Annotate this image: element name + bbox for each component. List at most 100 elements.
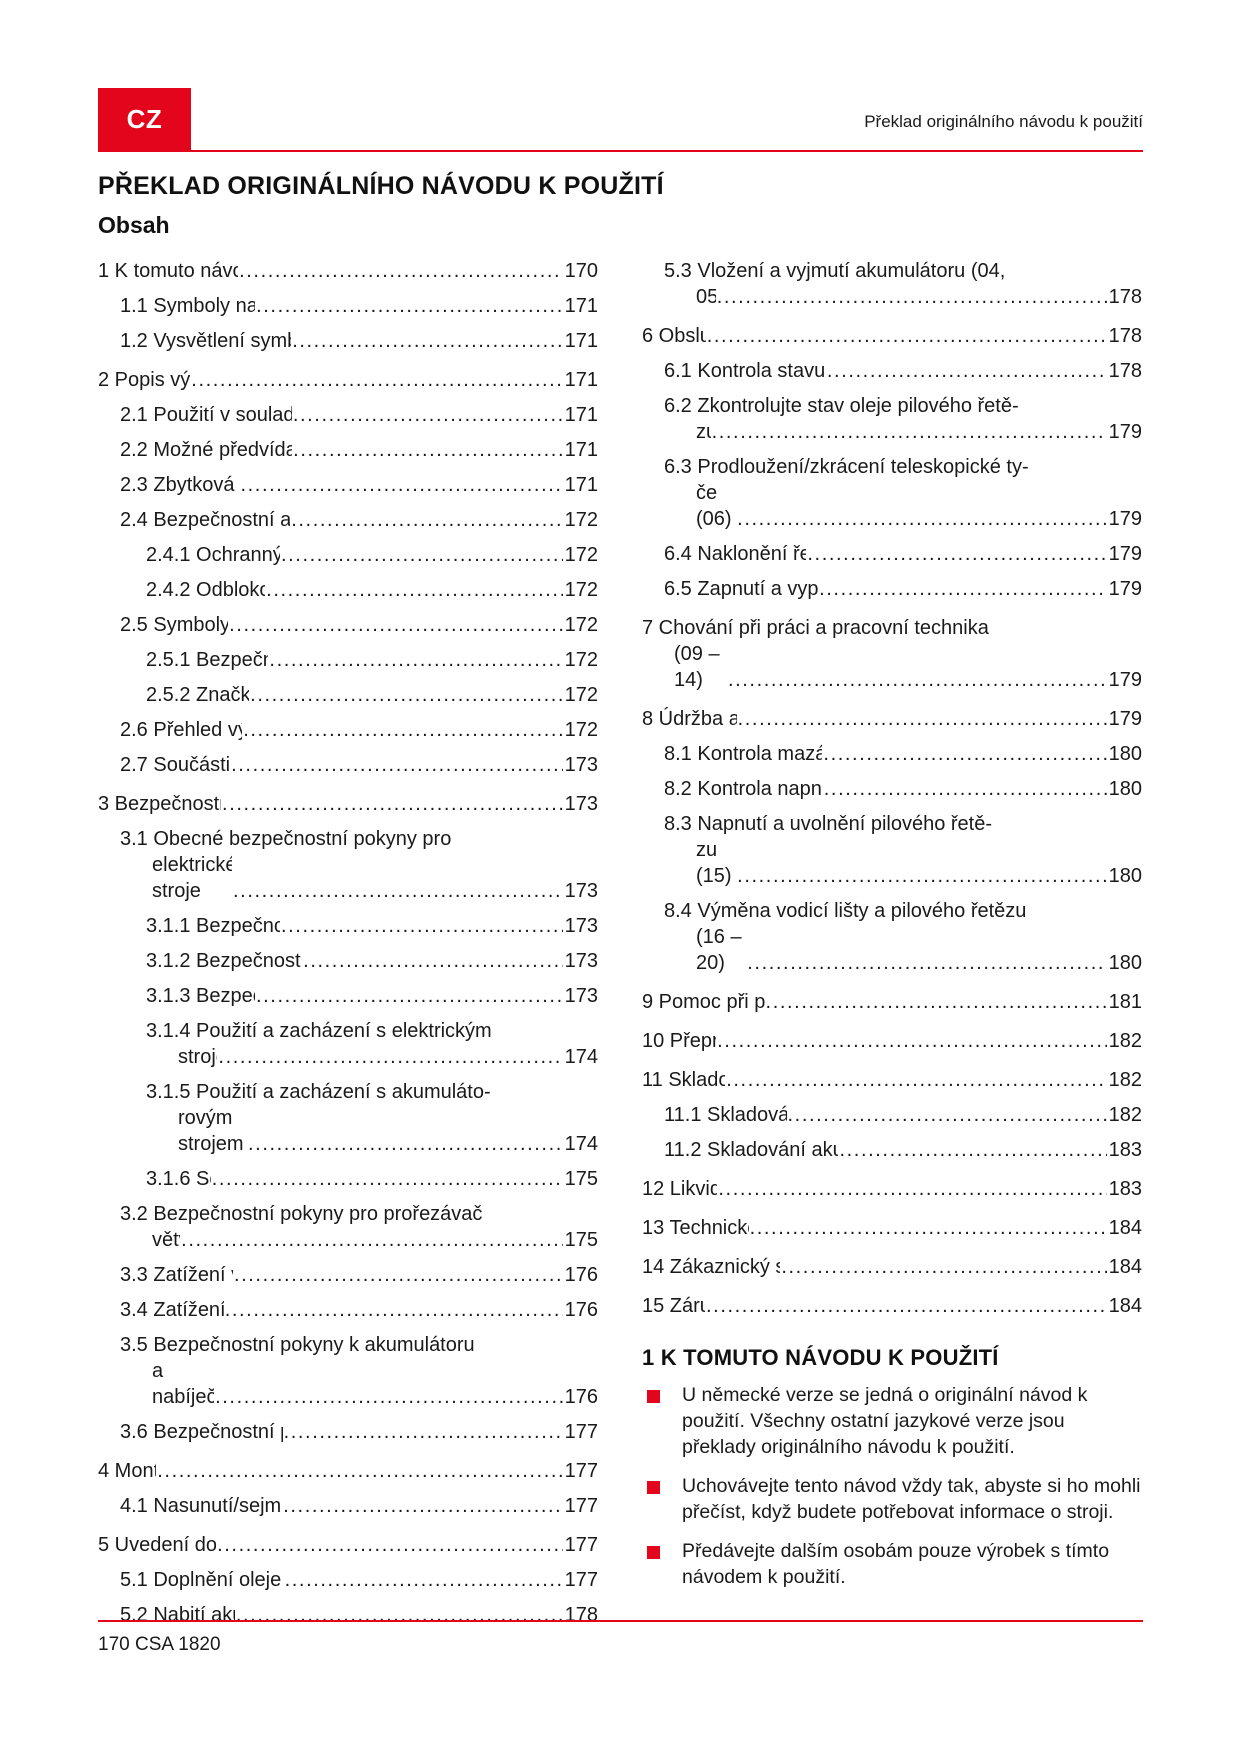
toc-entry[interactable]: 13 Technické údaje......................…: [642, 1215, 1142, 1241]
toc-entry-label: 6.5 Zapnutí a vypnutí přístroje (08): [664, 578, 819, 600]
toc-entry-label: 3.1.3 Bezpečnost osob: [146, 985, 255, 1007]
toc-entry[interactable]: 3.4 Zatížení hlukem.....................…: [98, 1297, 598, 1323]
toc-entry[interactable]: 2 Popis výrobku.........................…: [98, 367, 598, 393]
toc-entry[interactable]: 8 Údržba a péče.........................…: [642, 706, 1142, 732]
toc-leader-dots: ........................................…: [716, 286, 1107, 308]
toc-entry[interactable]: 3.1.1 Bezpečnost na pracovišti..........…: [98, 913, 598, 939]
toc-column-right: 5.3 Vložení a vyjmutí akumulátoru (04, 05…: [642, 258, 1142, 1608]
toc-entry[interactable]: 5.1 Doplnění oleje na pilový řetěz (03).…: [98, 1567, 598, 1593]
toc-entry[interactable]: 2.5.1 Bezpečnostní značky...............…: [98, 647, 598, 673]
toc-entry[interactable]: 2.2 Možné předvídatelné chybné použití .…: [98, 437, 598, 463]
toc-entry[interactable]: 3.1.4 Použití a zacházení s elektrickým s…: [98, 1018, 598, 1070]
toc-entry-label: 3.6 Bezpečnostní pokyny pro obsluhu: [120, 1421, 283, 1443]
toc-entry-label: 2.7 Součásti dodávky: [120, 754, 231, 776]
toc-page-number: 173: [564, 880, 598, 902]
toc-leader-dots: ........................................…: [283, 1495, 563, 1517]
toc-page-number: 171: [564, 439, 598, 461]
toc-page-number: 182: [1108, 1069, 1142, 1091]
toc-entry[interactable]: 5.3 Vložení a vyjmutí akumulátoru (04, 05…: [642, 258, 1142, 310]
toc-entry[interactable]: 14 Zákaznický servis/servis.............…: [642, 1254, 1142, 1280]
toc-entry[interactable]: 3.1.3 Bezpečnost osob...................…: [98, 983, 598, 1009]
toc-entry-continuation: větví...................................…: [120, 1227, 598, 1253]
toc-entry-label-tail: (16 – 20): [696, 926, 742, 974]
toc-entry[interactable]: 3.1.6 Servis............................…: [98, 1166, 598, 1192]
toc-leader-dots: ........................................…: [727, 669, 1107, 691]
toc-leader-dots: ........................................…: [819, 578, 1107, 600]
toc-entry-label: 11 Skladování: [642, 1069, 726, 1091]
toc-entry[interactable]: 3.1.5 Použití a zacházení s akumuláto-ro…: [98, 1079, 598, 1157]
toc-entry[interactable]: 11.1 Skladování přístroje...............…: [642, 1102, 1142, 1128]
toc-entry-label-tail: větví: [152, 1229, 180, 1251]
toc-entry-label: 1 K tomuto návodu k použití: [98, 260, 239, 282]
toc-page-number: 175: [564, 1168, 598, 1190]
toc-entry[interactable]: 5 Uvedení do provozu....................…: [98, 1532, 598, 1558]
toc-entry[interactable]: 2.6 Přehled výrobku (01)................…: [98, 717, 598, 743]
toc-entry[interactable]: 6.1 Kontrola stavu nabití akumulátoru...…: [642, 358, 1142, 384]
toc-entry[interactable]: 1 K tomuto návodu k použití.............…: [98, 258, 598, 284]
toc-page-number: 178: [1108, 325, 1142, 347]
toc-entry-continuation: elektrické stroje.......................…: [120, 852, 598, 904]
toc-leader-dots: ........................................…: [749, 1217, 1107, 1239]
toc-page-number: 172: [564, 684, 598, 706]
toc-entry[interactable]: 2.5.2 Značky obsluhy....................…: [98, 682, 598, 708]
toc-entry-label-tail: zu: [696, 421, 711, 443]
toc-entry[interactable]: 4.1 Nasunutí/sejmutí řezné hlavy (02)...…: [98, 1493, 598, 1519]
toc-page-number: 173: [564, 793, 598, 815]
toc-entry[interactable]: 8.3 Napnutí a uvolnění pilového řetě-zu …: [642, 811, 1142, 889]
toc-entry[interactable]: 6.4 Naklonění řezné hlavy (07)..........…: [642, 541, 1142, 567]
footer-divider: [98, 1620, 1143, 1622]
toc-entry[interactable]: 11.2 Skladování akumulátoru a nabíječky.…: [642, 1137, 1142, 1163]
toc-entry-label: 6 Obsluha: [642, 325, 706, 347]
toc-entry-label: 8.3 Napnutí a uvolnění pilového řetě-: [664, 813, 992, 835]
toc-entry[interactable]: 8.1 Kontrola mazání pilového řetězu.....…: [642, 741, 1142, 767]
bullet-list-item: Uchovávejte tento návod vždy tak, abyste…: [642, 1474, 1142, 1526]
toc-leader-dots: ........................................…: [823, 743, 1107, 765]
toc-entry-label: 3.1.4 Použití a zacházení s elektrickým: [146, 1020, 492, 1042]
toc-page-number: 170: [564, 260, 598, 282]
toc-entry[interactable]: 1.2 Vysvětlení symbolů a signálních slov…: [98, 328, 598, 354]
toc-entry[interactable]: 8.2 Kontrola napnutí pilového řetězu....…: [642, 776, 1142, 802]
header-caption: Překlad originálního návodu k použití: [864, 112, 1143, 131]
toc-entry-label: 1.1 Symboly na titulní straně: [120, 295, 256, 317]
toc-entry[interactable]: 3.2 Bezpečnostní pokyny pro prořezávač vě…: [98, 1201, 598, 1253]
toc-entry[interactable]: 2.7 Součásti dodávky....................…: [98, 752, 598, 778]
toc-entry-label: 3.2 Bezpečnostní pokyny pro prořezávač: [120, 1203, 483, 1225]
toc-entry-label: 2.5.1 Bezpečnostní značky: [146, 649, 269, 671]
toc-entry-label-tail: če (06): [696, 482, 732, 530]
toc-entry[interactable]: 2.1 Použití v souladu s určeným účelem..…: [98, 402, 598, 428]
toc-entry-label: 6.3 Prodloužení/zkrácení teleskopické ty…: [664, 456, 1029, 478]
toc-entry[interactable]: 3.3 Zatížení vibracemi..................…: [98, 1262, 598, 1288]
toc-entry[interactable]: 1.1 Symboly na titulní straně...........…: [98, 293, 598, 319]
toc-entry[interactable]: 5.2 Nabití akumulátoru..................…: [98, 1602, 598, 1628]
toc-entry[interactable]: 2.4.1 Ochranný kryt vodicí lišty........…: [98, 542, 598, 568]
toc-entry[interactable]: 3.1 Obecné bezpečnostní pokyny pro elektr…: [98, 826, 598, 904]
toc-entry[interactable]: 3.5 Bezpečnostní pokyny k akumulátoru a n…: [98, 1332, 598, 1410]
toc-entry[interactable]: 9 Pomoc při poruchách...................…: [642, 989, 1142, 1015]
square-bullet-icon: [647, 1390, 660, 1403]
toc-entry[interactable]: 3 Bezpečnostní pokyny...................…: [98, 791, 598, 817]
toc-entry-continuation: zu......................................…: [664, 419, 1142, 445]
toc-entry[interactable]: 2.3 Zbytková nebezpečí..................…: [98, 472, 598, 498]
toc-page-number: 179: [1108, 578, 1142, 600]
toc-page-number: 173: [564, 985, 598, 1007]
toc-entry[interactable]: 11 Skladování...........................…: [642, 1067, 1142, 1093]
toc-entry[interactable]: 6.3 Prodloužení/zkrácení teleskopické ty…: [642, 454, 1142, 532]
toc-entry[interactable]: 4 Montáž................................…: [98, 1458, 598, 1484]
toc-entry[interactable]: 15 Záruka...............................…: [642, 1293, 1142, 1319]
toc-entry[interactable]: 3.1.2 Bezpečnost elektrických součástí..…: [98, 948, 598, 974]
toc-entry[interactable]: 3.6 Bezpečnostní pokyny pro obsluhu.....…: [98, 1419, 598, 1445]
toc-entry[interactable]: 7 Chování při práci a pracovní technika(…: [642, 615, 1142, 693]
toc-page-number: 180: [1108, 778, 1142, 800]
toc-entry[interactable]: 6 Obsluha...............................…: [642, 323, 1142, 349]
toc-entry[interactable]: 10 Přeprava.............................…: [642, 1028, 1142, 1054]
toc-entry[interactable]: 8.4 Výměna vodicí lišty a pilového řetěz…: [642, 898, 1142, 976]
toc-entry-label: 3.1.1 Bezpečnost na pracovišti: [146, 915, 280, 937]
toc-entry[interactable]: 2.4.2 Odblokovací tlačítko..............…: [98, 577, 598, 603]
toc-entry[interactable]: 2.4 Bezpečnostní a ochranná zařízení....…: [98, 507, 598, 533]
toc-entry[interactable]: 6.5 Zapnutí a vypnutí přístroje (08)....…: [642, 576, 1142, 602]
toc-entry[interactable]: 2.5 Symboly na stroji...................…: [98, 612, 598, 638]
toc-entry-label: 3.1 Obecné bezpečnostní pokyny pro: [120, 828, 452, 850]
toc-entry[interactable]: 12 Likvidace............................…: [642, 1176, 1142, 1202]
toc-entry[interactable]: 6.2 Zkontrolujte stav oleje pilového řet…: [642, 393, 1142, 445]
